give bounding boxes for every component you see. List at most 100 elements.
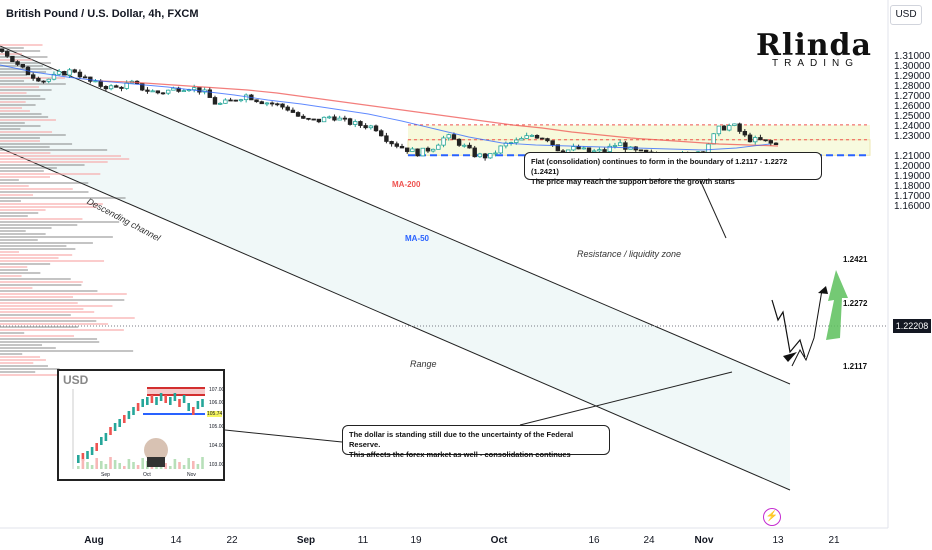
volume-profile-bar bbox=[0, 167, 57, 169]
candle-body bbox=[477, 153, 483, 158]
currency-button[interactable]: USD bbox=[890, 5, 922, 25]
inset-volume bbox=[113, 460, 117, 469]
volume-profile-bar bbox=[0, 302, 78, 304]
candle-body bbox=[88, 76, 93, 82]
volume-profile-bar bbox=[0, 257, 59, 259]
volume-profile-bar bbox=[0, 263, 51, 265]
volume-profile-bar bbox=[0, 239, 38, 241]
candle-body bbox=[254, 99, 259, 103]
volume-profile-bar bbox=[0, 152, 51, 154]
inset-volume bbox=[141, 458, 144, 469]
inset-candle bbox=[196, 401, 200, 409]
inset-volume bbox=[187, 458, 190, 469]
volume-profile-bar bbox=[0, 164, 85, 166]
candle-body bbox=[721, 125, 727, 131]
channel-fill bbox=[0, 46, 790, 490]
inset-portrait-body bbox=[147, 457, 165, 467]
candle-body bbox=[285, 106, 290, 111]
candle-body bbox=[0, 48, 5, 52]
candle-body bbox=[373, 125, 379, 132]
volume-profile-bar bbox=[0, 374, 63, 376]
volume-profile-bar bbox=[0, 290, 98, 292]
resistance-zone bbox=[408, 124, 870, 140]
note-dollar-line1: The dollar is standing still due to the … bbox=[349, 430, 574, 449]
candle-body bbox=[181, 90, 187, 93]
candle-body bbox=[581, 147, 586, 150]
inset-portrait-icon bbox=[144, 438, 168, 462]
volume-profile-bar bbox=[0, 344, 43, 346]
price-tick-label: 1.27000 bbox=[894, 91, 931, 102]
note-flat-line2: The price may reach the support before t… bbox=[531, 177, 735, 186]
candle-body bbox=[462, 144, 467, 147]
inset-candle bbox=[86, 451, 89, 459]
candle-body bbox=[389, 141, 394, 145]
volume-profile-bar bbox=[0, 182, 89, 184]
volume-profile-bar bbox=[0, 188, 73, 190]
volume-profile-bar bbox=[0, 80, 25, 82]
projection-path-up bbox=[791, 289, 823, 367]
volume-profile-bar bbox=[0, 347, 56, 349]
inset-candle bbox=[150, 395, 154, 403]
candle-body bbox=[306, 117, 311, 120]
price-tick-label: 1.16000 bbox=[894, 201, 931, 212]
note-pointer bbox=[224, 429, 343, 443]
projection-path bbox=[771, 299, 806, 358]
note-pointer bbox=[519, 371, 733, 426]
channel-upper-line bbox=[0, 45, 791, 385]
candle-body bbox=[394, 143, 399, 147]
time-tick-label: Sep bbox=[296, 535, 316, 546]
candle-body bbox=[30, 74, 36, 79]
inset-candle bbox=[146, 397, 149, 405]
candle-body bbox=[436, 144, 441, 150]
inset-candle bbox=[132, 407, 135, 415]
inset-candle bbox=[104, 433, 108, 441]
volume-profile-bar bbox=[0, 305, 113, 307]
volume-profile-bar bbox=[0, 158, 130, 160]
candle-body bbox=[768, 140, 774, 144]
volume-profile-bar bbox=[0, 59, 33, 61]
price-tick-label: 1.18000 bbox=[894, 181, 931, 192]
volume-profile-bar bbox=[0, 365, 48, 367]
inset-candle bbox=[100, 437, 103, 445]
candle-body bbox=[145, 89, 150, 92]
candle-body bbox=[171, 87, 176, 91]
note-flat: Flat (consolidation) continues to form i… bbox=[524, 152, 822, 186]
candle-body bbox=[15, 61, 20, 65]
inset-volume bbox=[90, 465, 94, 469]
inset-volume bbox=[100, 461, 103, 469]
candle-body bbox=[41, 80, 46, 83]
inset-tick: 104.00 bbox=[209, 443, 225, 449]
candle-body bbox=[576, 146, 581, 150]
inset-month: Nov bbox=[187, 472, 196, 478]
candle-body bbox=[311, 118, 316, 121]
candle-body bbox=[534, 134, 540, 139]
inset-candle bbox=[192, 407, 195, 415]
volume-profile-bar bbox=[0, 125, 41, 127]
price-tick-label: 1.17000 bbox=[894, 191, 931, 202]
candle-body bbox=[56, 71, 62, 75]
candle-body bbox=[10, 55, 15, 63]
time-tick-label: 16 bbox=[588, 535, 600, 546]
note-pointer bbox=[699, 179, 727, 239]
volume-profile-bar bbox=[0, 98, 46, 100]
usd-inset-chart: USD 107.00 106.00 105.74 105.00 104.00 1… bbox=[57, 369, 225, 481]
volume-profile-bar bbox=[0, 233, 46, 235]
level-label-top: 1.2421 bbox=[843, 255, 868, 264]
time-tick-label: 21 bbox=[828, 535, 840, 546]
volume-profile-bar bbox=[0, 299, 125, 301]
candle-body bbox=[150, 90, 155, 93]
inset-volume bbox=[192, 461, 195, 469]
inset-title: USD bbox=[63, 373, 89, 387]
inset-candle bbox=[90, 447, 94, 455]
lightning-icon[interactable]: ⚡ bbox=[763, 508, 781, 526]
volume-profile-bar bbox=[0, 155, 122, 157]
volume-profile-bar bbox=[0, 293, 127, 295]
candle-body bbox=[155, 90, 161, 94]
volume-profile-bar bbox=[0, 74, 27, 76]
volume-profile-bar bbox=[0, 329, 124, 331]
volume-profile-bar bbox=[0, 326, 79, 328]
candle-body bbox=[327, 116, 332, 119]
volume-profile-bar bbox=[0, 338, 98, 340]
inset-volume bbox=[173, 459, 177, 469]
candle-body bbox=[119, 86, 124, 89]
